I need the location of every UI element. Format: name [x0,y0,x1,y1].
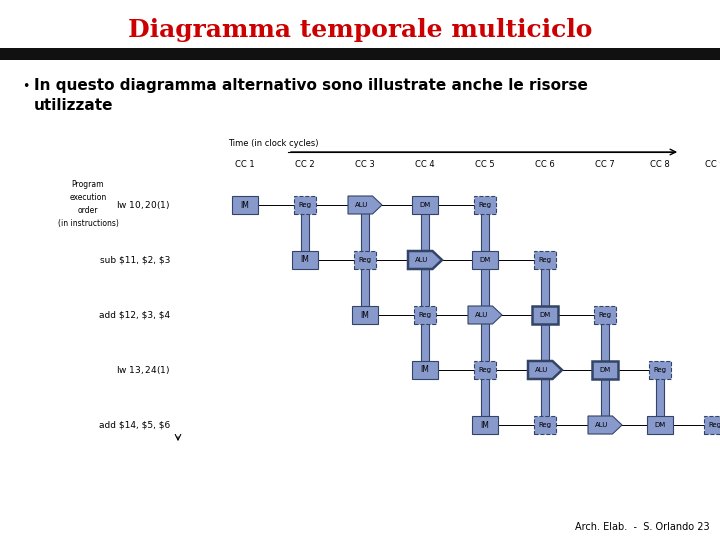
Bar [301,197,309,268]
Bar [414,306,436,324]
Text: CC 1: CC 1 [235,160,255,169]
Polygon shape [588,416,622,434]
Text: DM: DM [654,422,665,428]
Text: CC 9: CC 9 [705,160,720,169]
Bar [0,48,720,60]
Bar [292,251,318,269]
Text: In questo diagramma alternativo sono illustrate anche le risorse
utilizzate: In questo diagramma alternativo sono ill… [34,78,588,113]
Text: CC 3: CC 3 [355,160,375,169]
Text: Time (in clock cycles): Time (in clock cycles) [228,139,318,148]
Text: DM: DM [480,257,490,263]
Bar [594,306,616,324]
Bar [541,252,549,433]
Text: Reg: Reg [708,422,720,428]
Bar [361,197,369,323]
Bar [711,417,719,433]
Text: execution: execution [69,193,107,202]
Text: Program: Program [72,180,104,189]
Polygon shape [468,306,502,324]
Bar [472,251,498,269]
Text: order: order [78,206,98,215]
Bar [354,251,376,269]
Polygon shape [408,251,442,269]
Bar [592,361,618,379]
Text: IM: IM [240,200,249,210]
Bar [412,361,438,379]
Text: IM: IM [361,310,369,320]
Text: (in instructions): (in instructions) [58,219,118,228]
Bar [412,196,438,214]
Bar [352,306,378,324]
Text: Arch. Elab.  -  S. Orlando 23: Arch. Elab. - S. Orlando 23 [575,522,710,532]
Text: Reg: Reg [539,422,552,428]
Bar [532,306,558,324]
Text: IM: IM [480,421,490,429]
Text: ALU: ALU [355,202,369,208]
Text: DM: DM [599,367,611,373]
Text: CC 5: CC 5 [475,160,495,169]
Text: Reg: Reg [359,257,372,263]
Bar [534,251,556,269]
Bar [649,361,671,379]
Bar [294,196,316,214]
Text: sub $11, $2, $3: sub $11, $2, $3 [99,255,170,265]
Bar [481,197,489,433]
Text: CC 4: CC 4 [415,160,435,169]
Text: ALU: ALU [475,312,489,318]
Text: lw $13, 24($1): lw $13, 24($1) [116,364,170,376]
Text: •: • [22,80,30,93]
Text: Diagramma temporale multiciclo: Diagramma temporale multiciclo [128,18,592,42]
Bar [472,416,498,434]
Text: ALU: ALU [535,367,549,373]
Text: Reg: Reg [479,202,492,208]
Text: CC 8: CC 8 [650,160,670,169]
Text: add $12, $3, $4: add $12, $3, $4 [99,310,170,320]
Text: Reg: Reg [654,367,667,373]
Text: IM: IM [420,366,429,375]
Text: add $14, $5, $6: add $14, $5, $6 [99,421,170,429]
Bar [534,416,556,434]
Text: ALU: ALU [415,257,428,263]
Text: ALU: ALU [595,422,608,428]
Bar [241,197,249,213]
Bar [601,307,609,433]
Text: Reg: Reg [479,367,492,373]
Text: IM: IM [300,255,310,265]
Text: DM: DM [539,312,551,318]
Bar [421,197,429,378]
Polygon shape [348,196,382,214]
Bar [704,416,720,434]
Polygon shape [528,361,562,379]
Bar [656,362,664,433]
Bar [647,416,673,434]
Text: CC 2: CC 2 [295,160,315,169]
Text: lw $10, 20($1): lw $10, 20($1) [116,199,170,211]
Text: DM: DM [419,202,431,208]
Text: Reg: Reg [418,312,431,318]
Text: Reg: Reg [299,202,312,208]
Bar [474,196,496,214]
Text: Reg: Reg [539,257,552,263]
Bar [474,361,496,379]
Text: CC 7: CC 7 [595,160,615,169]
Text: Reg: Reg [598,312,611,318]
Text: CC 6: CC 6 [535,160,555,169]
Bar [232,196,258,214]
